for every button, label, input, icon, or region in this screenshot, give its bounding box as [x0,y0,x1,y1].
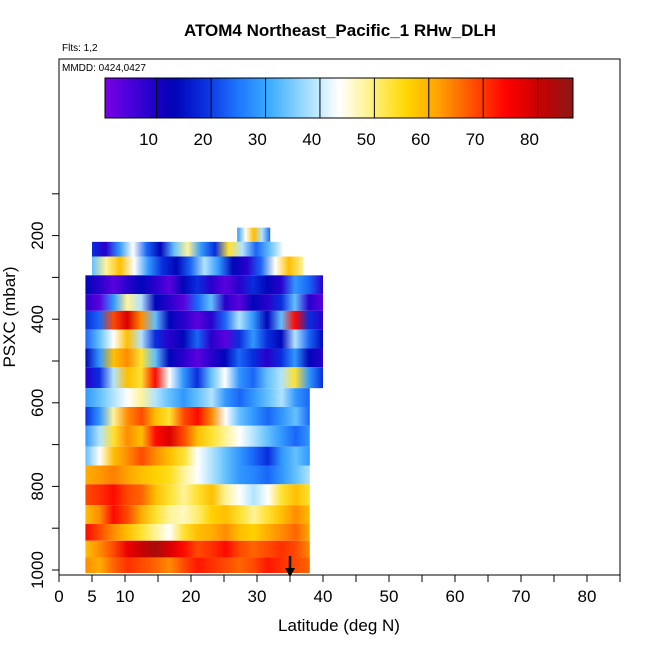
heatmap-layer [85,227,324,573]
heatmap-band [85,275,324,295]
heatmap-band [85,310,324,330]
y-tick-label: 800 [28,472,47,500]
x-tick-label: 60 [446,587,465,606]
x-tick-label: 30 [248,587,267,606]
y-tick-label: 400 [28,305,47,333]
heatmap-band [85,425,310,447]
y-axis: 200 400 600 800 1000 [28,193,59,589]
heatmap-band [85,294,324,311]
dates-note: MMDD: 0424,0427 [62,63,146,74]
heatmap-band [85,505,310,525]
heatmap-band [85,406,310,426]
colorbar-tick-label: 20 [193,130,212,149]
y-tick-label: 600 [28,389,47,417]
colorbar-tick-label: 70 [466,130,485,149]
x-tick-label: 80 [578,587,597,606]
colorbar-tick-label: 80 [520,130,539,149]
colorbar-tick-label: 60 [411,130,430,149]
colorbar: 10 20 30 40 50 60 70 80 [104,77,574,149]
colorbar-gradient [104,77,574,119]
x-tick-label: 50 [380,587,399,606]
heatmap-band [92,241,284,257]
x-tick-label: 5 [87,587,96,606]
heatmap-band [237,227,271,242]
x-tick-label: 0 [54,587,63,606]
x-axis: 0 5 10 20 30 40 50 60 70 80 [54,575,621,606]
colorbar-tick-label: 30 [248,130,267,149]
latitude-marker-arrow [285,556,295,577]
y-axis-label: PSXC (mbar) [0,266,19,367]
heatmap-band [85,329,324,349]
x-tick-label: 10 [116,587,135,606]
y-tick-label: 200 [28,221,47,249]
colorbar-tick-label: 50 [357,130,376,149]
heatmap-band [85,524,310,541]
chart-title: ATOM4 Northeast_Pacific_1 RHw_DLH [184,21,496,40]
colorbar-tick-label: 10 [139,130,158,149]
heatmap-band [85,446,310,466]
heatmap-band [85,484,310,506]
heatmap-band [85,348,324,368]
plot-frame [58,58,621,576]
heatmap-band [85,367,324,389]
y-tick-label: 1000 [28,551,47,589]
x-tick-label: 40 [314,587,333,606]
heatmap-band [92,256,304,276]
x-axis-label: Latitude (deg N) [278,616,400,635]
flights-note: Flts: 1,2 [62,43,98,54]
heatmap-band [85,540,310,558]
x-tick-label: 20 [182,587,201,606]
heatmap-band [85,557,310,573]
colorbar-tick-label: 40 [302,130,321,149]
heatmap-band [85,465,310,485]
marker-head [285,568,295,577]
x-tick-label: 70 [512,587,531,606]
heatmap-band [85,388,310,407]
